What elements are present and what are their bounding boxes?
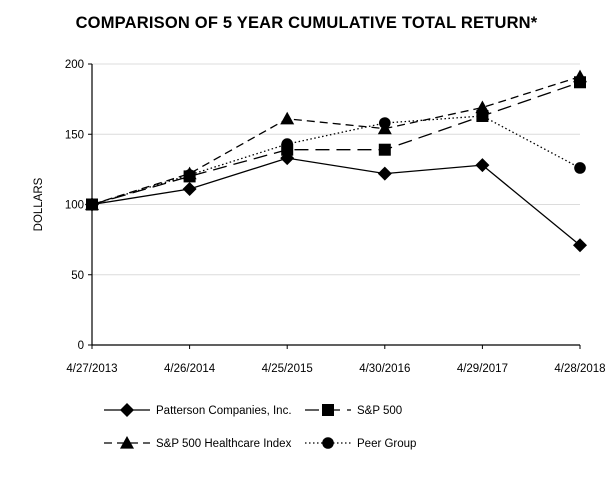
legend-marker [322,437,334,449]
series-0-point [573,238,587,253]
series-line-2 [91,76,581,206]
series-0-point [377,166,392,181]
series-1-point [378,143,391,156]
x-tick-label: 4/30/2016 [359,363,410,375]
chart-title: COMPARISON OF 5 YEAR CUMULATIVE TOTAL RE… [75,14,538,32]
x-tick-label: 4/25/2015 [262,363,313,375]
series-3-point [183,169,196,181]
series-0-point [182,182,197,197]
y-tick-label: 50 [71,270,84,282]
y-tick-label: 150 [65,129,84,141]
y-tick-label: 100 [65,200,84,212]
series-3-point [281,138,294,150]
x-tick-label: 4/27/2013 [66,363,117,375]
x-tick-label: 4/28/2018 [554,363,605,375]
legend-entry: S&P 500 [357,405,402,417]
series-3-point [379,117,391,129]
y-tick-label: 0 [78,340,84,352]
legend-marker [120,403,134,417]
series-3-point [86,198,98,211]
series-3-point [574,162,586,174]
y-axis-label: DOLLARS [33,177,45,231]
legend-entry: Peer Group [357,438,416,450]
legend-entry: S&P 500 Healthcare Index [156,438,292,450]
legend-marker [120,436,134,449]
series-3-point [476,110,489,122]
series-line-1 [91,81,581,206]
series-0-point [475,158,490,173]
series-line-3 [91,115,581,206]
series-2-point [475,100,490,114]
x-tick-label: 4/29/2017 [457,363,508,375]
series-line-0 [91,157,581,246]
series-2-point [280,111,295,125]
legend-marker [322,404,334,416]
series-2-point [573,69,587,83]
x-tick-label: 4/26/2014 [164,363,216,375]
legend-entry: Patterson Companies, Inc. [156,405,292,417]
y-tick-label: 200 [65,59,84,71]
